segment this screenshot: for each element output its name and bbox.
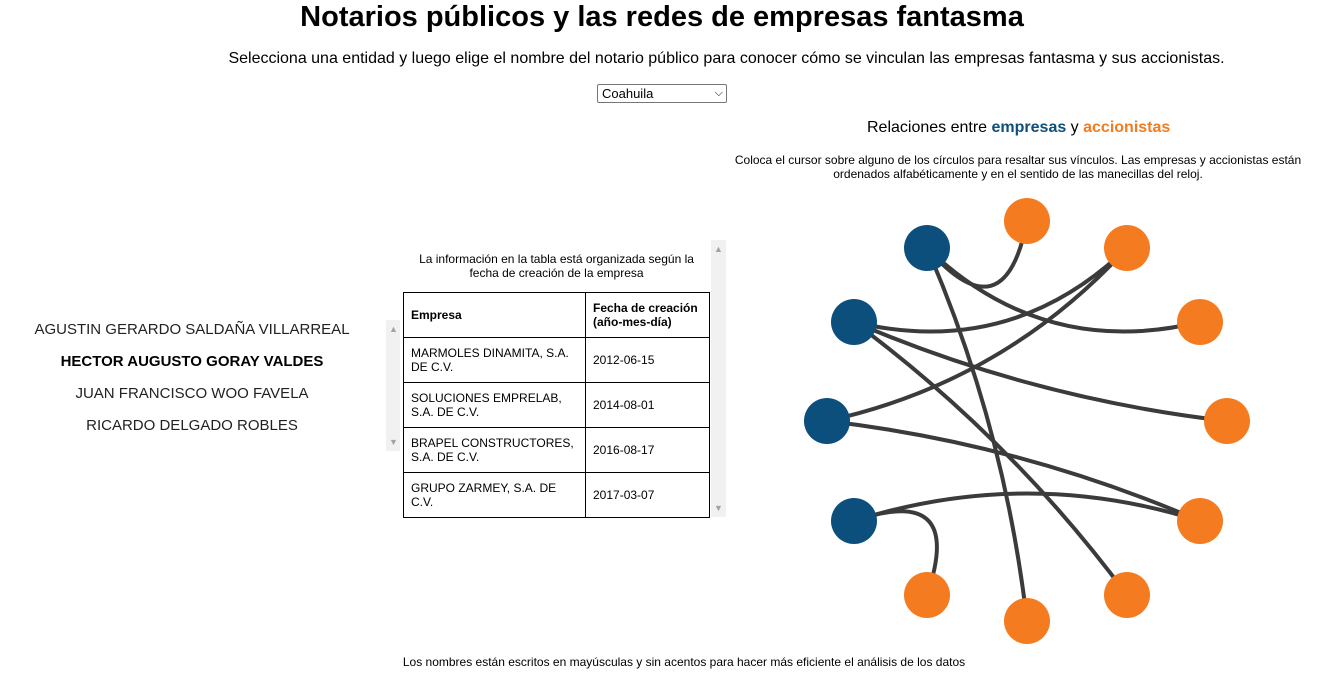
date-cell: 2016-08-17	[585, 427, 710, 473]
relations-graph	[804, 198, 1250, 644]
scroll-down-icon[interactable]: ▼	[714, 503, 723, 513]
link-e1-a3	[925, 246, 1202, 334]
table-row: BRAPEL CONSTRUCTORES, S.A. DE C.V. 2016-…	[403, 427, 710, 473]
table-row: MARMOLES DINAMITA, S.A. DE C.V. 2012-06-…	[403, 337, 710, 383]
relations-note: Coloca el cursor sobre alguno de los cír…	[734, 153, 1302, 181]
legend-accionistas: accionistas	[1083, 119, 1171, 136]
empresa-node-e3[interactable]	[804, 398, 850, 444]
relations-title-conjunction: y	[1066, 119, 1084, 136]
notary-item[interactable]: JUAN FRANCISCO WOO FAVELA	[75, 385, 309, 402]
empresa-node-e2[interactable]	[831, 299, 877, 345]
date-cell: 2017-03-07	[585, 472, 710, 518]
link-e3-a2	[825, 246, 1129, 423]
accionista-node-a5[interactable]	[1177, 498, 1223, 544]
column-header-date: Fecha de creación (año-mes-día)	[585, 292, 710, 338]
relations-title-prefix: Relaciones entre	[867, 119, 992, 136]
link-e2-a6	[852, 320, 1129, 597]
link-e4-a5	[852, 491, 1202, 523]
company-cell: SOLUCIONES EMPRELAB, S.A. DE C.V.	[403, 382, 586, 428]
link-e3-a5	[825, 419, 1202, 523]
company-cell: BRAPEL CONSTRUCTORES, S.A. DE C.V.	[403, 427, 586, 473]
empresa-node-e4[interactable]	[831, 498, 877, 544]
empresa-node-e1[interactable]	[904, 225, 950, 271]
scroll-up-icon[interactable]: ▲	[714, 244, 723, 254]
scroll-up-icon[interactable]: ▲	[389, 324, 398, 334]
date-cell: 2014-08-01	[585, 382, 710, 428]
relations-title: Relaciones entre empresas y accionistas	[867, 118, 1170, 138]
companies-table: Empresa Fecha de creación (año-mes-día) …	[403, 292, 710, 518]
table-note: La información en la tabla está organiza…	[419, 252, 694, 280]
footer-note: Los nombres están escritos en mayúsculas…	[402, 655, 966, 669]
accionista-node-a3[interactable]	[1177, 299, 1223, 345]
accionista-node-a6[interactable]	[1104, 572, 1150, 618]
notary-item-selected[interactable]: HECTOR AUGUSTO GORAY VALDES	[60, 353, 324, 370]
accionista-node-a7[interactable]	[1004, 598, 1050, 644]
entity-select[interactable]: Coahuila ⌵	[597, 84, 727, 103]
link-e2-a4	[852, 320, 1229, 423]
accionista-node-a8[interactable]	[904, 572, 950, 618]
accionista-node-a4[interactable]	[1204, 398, 1250, 444]
company-cell: GRUPO ZARMEY, S.A. DE C.V.	[403, 472, 586, 518]
scroll-down-icon[interactable]: ▼	[389, 437, 398, 447]
notary-item[interactable]: AGUSTIN GERARDO SALDAÑA VILLARREAL	[34, 321, 350, 338]
link-e2-a2	[852, 246, 1129, 334]
page-title: Notarios públicos y las redes de empresa…	[300, 1, 1024, 33]
entity-select-value: Coahuila	[602, 86, 654, 101]
legend-empresas: empresas	[991, 119, 1067, 136]
notary-list: AGUSTIN GERARDO SALDAÑA VILLARREAL HECTO…	[22, 320, 362, 448]
date-cell: 2012-06-15	[585, 337, 710, 383]
table-row: SOLUCIONES EMPRELAB, S.A. DE C.V. 2014-0…	[403, 382, 710, 428]
link-e1-a7	[925, 246, 1029, 623]
notary-item[interactable]: RICARDO DELGADO ROBLES	[86, 417, 298, 434]
company-cell: MARMOLES DINAMITA, S.A. DE C.V.	[403, 337, 586, 383]
accionista-node-a1[interactable]	[1004, 198, 1050, 244]
table-row: GRUPO ZARMEY, S.A. DE C.V. 2017-03-07	[403, 472, 710, 518]
column-header-company: Empresa	[403, 292, 586, 338]
table-scrollbar[interactable]: ▲ ▼	[711, 240, 726, 517]
accionista-node-a2[interactable]	[1104, 225, 1150, 271]
chevron-down-icon: ⌵	[714, 87, 723, 99]
notary-list-scrollbar[interactable]: ▲ ▼	[386, 320, 400, 451]
page-subtitle: Selecciona una entidad y luego elige el …	[228, 50, 1225, 67]
